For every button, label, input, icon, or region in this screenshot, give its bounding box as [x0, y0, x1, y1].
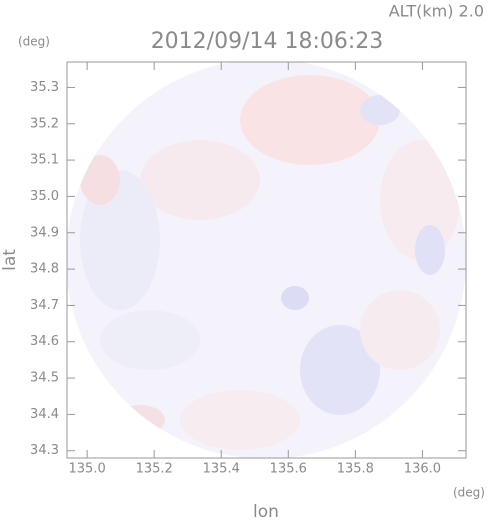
y-tick-label: 34.9 — [30, 225, 59, 240]
chart-title: 2012/09/14 18:06:23 — [151, 29, 384, 54]
y-tick-label: 34.3 — [30, 443, 59, 458]
echo-pattern — [80, 75, 460, 450]
y-tick-label: 35.0 — [30, 189, 59, 204]
axes: 135.0 135.2 135.4 135.6 135.8 136.0 34.3 34.4 34… — [30, 62, 466, 477]
x-tick-label: 135.2 — [136, 462, 173, 477]
x-unit: (deg) — [453, 486, 485, 500]
radar-field — [67, 62, 466, 458]
y-unit: (deg) — [18, 35, 50, 49]
y-tick-label: 34.4 — [30, 407, 59, 422]
y-tick-label: 34.8 — [30, 262, 59, 277]
x-tick-label: 136.0 — [404, 462, 441, 477]
plot-frame — [66, 61, 467, 459]
x-tick-label: 135.8 — [337, 462, 374, 477]
y-tick-label: 35.3 — [30, 80, 59, 95]
altitude-label: ALT(km) 2.0 — [389, 2, 484, 21]
y-tick-label: 34.6 — [30, 334, 59, 349]
y-tick-label: 35.2 — [30, 116, 59, 131]
x-axis-label: lon — [253, 502, 279, 521]
y-tick-label: 34.5 — [30, 371, 59, 386]
y-axis-label: lat — [0, 249, 20, 271]
x-tick-label: 135.0 — [69, 462, 106, 477]
y-tick-label: 35.1 — [30, 153, 59, 168]
y-tick-label: 34.7 — [30, 298, 59, 313]
x-tick-label: 135.4 — [203, 462, 240, 477]
x-tick-label: 135.6 — [270, 462, 307, 477]
